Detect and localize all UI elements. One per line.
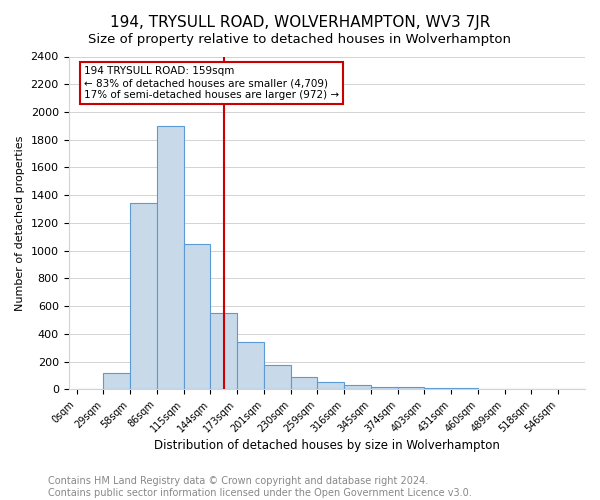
Text: 194, TRYSULL ROAD, WOLVERHAMPTON, WV3 7JR: 194, TRYSULL ROAD, WOLVERHAMPTON, WV3 7J…	[110, 15, 490, 30]
Bar	[77, 388, 103, 390]
Bar	[184, 244, 211, 390]
X-axis label: Distribution of detached houses by size in Wolverhampton: Distribution of detached houses by size …	[154, 440, 500, 452]
Bar	[478, 388, 505, 390]
Bar	[451, 388, 478, 390]
Bar	[157, 126, 184, 390]
Bar	[344, 385, 371, 390]
Bar	[424, 388, 451, 390]
Bar	[290, 377, 317, 390]
Bar	[371, 386, 398, 390]
Text: Contains HM Land Registry data © Crown copyright and database right 2024.
Contai: Contains HM Land Registry data © Crown c…	[48, 476, 472, 498]
Bar	[211, 313, 237, 390]
Y-axis label: Number of detached properties: Number of detached properties	[15, 135, 25, 310]
Bar	[264, 365, 290, 390]
Text: 194 TRYSULL ROAD: 159sqm
← 83% of detached houses are smaller (4,709)
17% of sem: 194 TRYSULL ROAD: 159sqm ← 83% of detach…	[84, 66, 339, 100]
Bar	[398, 387, 424, 390]
Bar	[103, 372, 130, 390]
Bar	[237, 342, 264, 390]
Bar	[317, 382, 344, 390]
Text: Size of property relative to detached houses in Wolverhampton: Size of property relative to detached ho…	[89, 32, 511, 46]
Bar	[130, 204, 157, 390]
